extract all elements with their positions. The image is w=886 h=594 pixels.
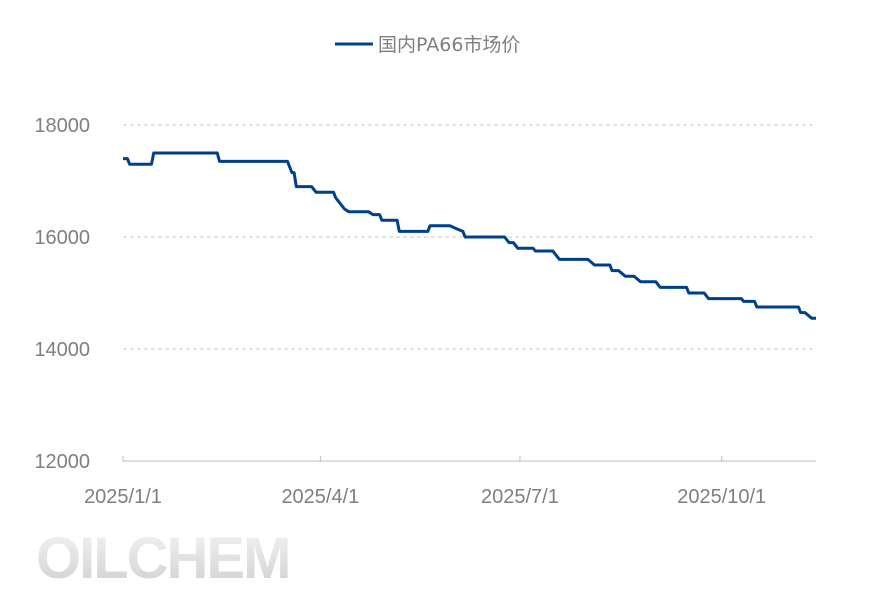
watermark-logo: OILCHEM	[36, 526, 289, 591]
legend-label: 国内PA66市场价	[378, 34, 520, 56]
y-tick-label: 16000	[34, 227, 90, 249]
x-tick-label: 2025/10/1	[677, 486, 766, 508]
y-tick-label: 18000	[34, 115, 90, 137]
x-tick-label: 2025/7/1	[481, 486, 559, 508]
series-line-pa66	[123, 151, 816, 320]
x-tick-label: 2025/4/1	[281, 486, 359, 508]
y-tick-label: 12000	[34, 451, 90, 473]
y-tick-label: 14000	[34, 339, 90, 361]
legend: 国内PA66市场价	[335, 34, 520, 56]
x-tick-label: 2025/1/1	[84, 486, 162, 508]
